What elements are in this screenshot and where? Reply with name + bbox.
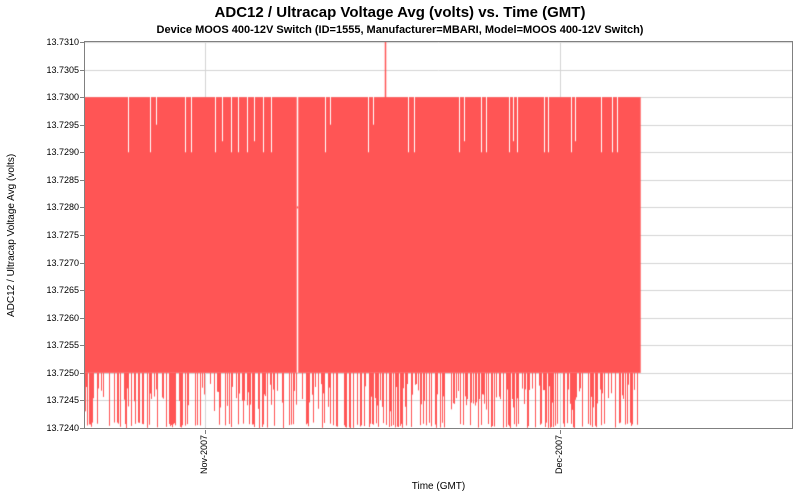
y-tick-mark	[80, 372, 84, 374]
y-tick-mark	[80, 262, 84, 264]
y-tick-label: 13.7255	[46, 340, 79, 351]
y-tick-mark	[80, 345, 84, 347]
y-tick-mark	[80, 317, 84, 319]
y-tick-label: 13.7300	[46, 92, 79, 103]
x-tick-mark	[560, 430, 562, 434]
x-axis-label: Time (GMT)	[411, 481, 466, 492]
y-tick-mark	[80, 207, 84, 209]
x-tick-mark	[205, 430, 207, 434]
y-tick-mark	[80, 290, 84, 292]
x-tick-label: Nov-2007	[199, 435, 210, 475]
y-tick-label: 13.7295	[46, 119, 79, 130]
x-tick-label: Dec-2007	[554, 435, 565, 475]
y-tick-label: 13.7310	[46, 37, 79, 47]
y-tick-label: 13.7250	[46, 367, 79, 378]
y-tick-label: 13.7305	[46, 64, 79, 75]
plot-canvas	[85, 42, 792, 428]
chart-title: ADC12 / Ultracap Voltage Avg (volts) vs.…	[214, 4, 586, 21]
y-tick-label: 13.7270	[46, 257, 79, 268]
y-tick-label: 13.7275	[46, 230, 79, 240]
y-tick-mark	[80, 400, 84, 402]
y-tick-label: 13.7265	[46, 285, 79, 296]
y-tick-label: 13.7245	[46, 395, 79, 406]
y-tick-label: 13.7290	[46, 147, 79, 158]
y-tick-mark	[80, 235, 84, 236]
y-tick-label: 13.7285	[46, 174, 79, 185]
y-tick-label: 13.7240	[46, 423, 79, 433]
y-tick-mark	[80, 42, 84, 43]
plot-area	[84, 41, 793, 429]
chart-subtitle: Device MOOS 400-12V Switch (ID=1555, Man…	[156, 24, 644, 36]
y-tick-mark	[80, 152, 84, 154]
y-tick-label: 13.7280	[46, 202, 79, 213]
y-tick-mark	[80, 179, 84, 181]
y-tick-mark	[80, 97, 84, 99]
y-tick-label: 13.7260	[46, 312, 79, 323]
y-tick-mark	[80, 428, 84, 429]
y-axis-label: ADC12 / Ultracap Voltage Avg (volts)	[6, 153, 17, 317]
y-tick-mark	[80, 124, 84, 126]
y-tick-mark	[80, 69, 84, 71]
